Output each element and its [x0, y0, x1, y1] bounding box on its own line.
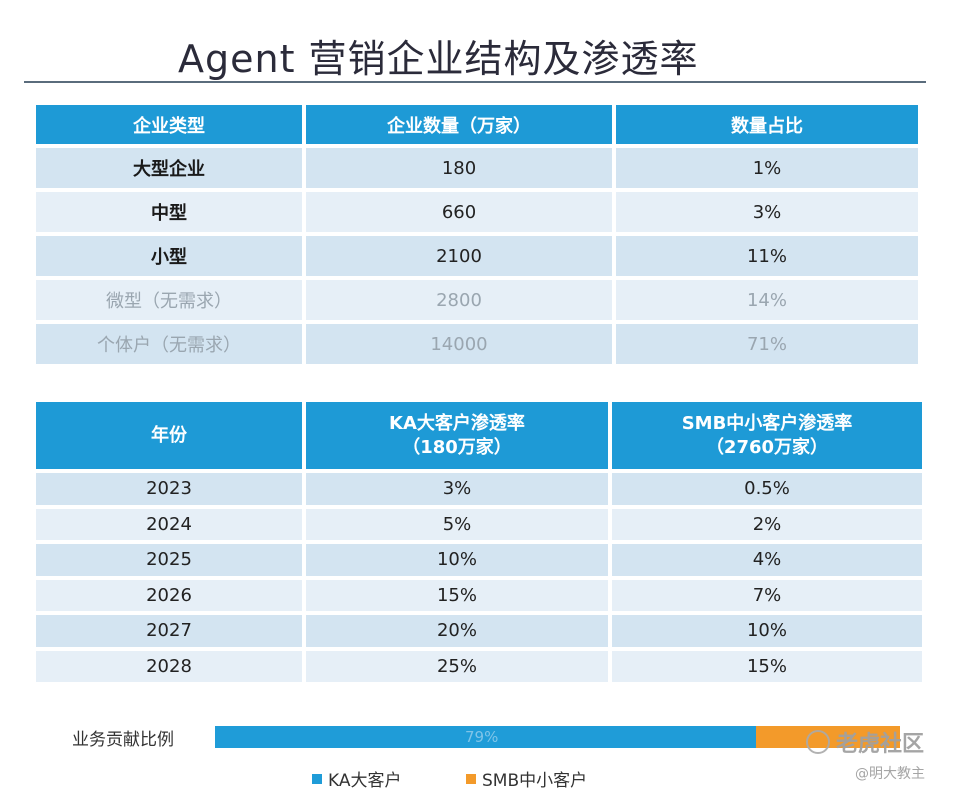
column-header: 数量占比: [616, 105, 918, 144]
year-cell: 2026: [36, 579, 302, 611]
table-row: 小型 2100 11%: [36, 236, 918, 276]
contribution-ka-percent: 79%: [465, 728, 499, 746]
legend-label-ka: KA大客户: [328, 771, 402, 791]
legend-label-smb: SMB中小客户: [482, 771, 588, 791]
smb-rate-cell: 10%: [612, 615, 922, 647]
title-divider: [24, 81, 926, 83]
smb-rate-cell: 7%: [612, 579, 922, 611]
table-row: 2023 3% 0.5%: [36, 473, 922, 505]
smb-rate-cell: 0.5%: [612, 473, 922, 505]
legend-swatch-ka: [312, 773, 322, 784]
year-cell: 2024: [36, 508, 302, 540]
column-header-smb: SMB中小客户渗透率 （2760万家）: [612, 402, 922, 469]
column-header-ka: KA大客户渗透率 （180万家）: [306, 402, 608, 469]
ka-rate-cell: 25%: [306, 650, 608, 682]
header-line: SMB中小客户渗透率: [681, 413, 853, 435]
ka-rate-cell: 20%: [306, 615, 608, 647]
year-cell: 2027: [36, 615, 302, 647]
enterprise-share-cell: 14%: [616, 280, 918, 320]
watermark-logo-text: 老虎社区: [836, 732, 925, 757]
table-row: 大型企业 180 1%: [36, 148, 918, 188]
smb-rate-cell: 4%: [612, 544, 922, 576]
table-row: 个体户（无需求） 14000 71%: [36, 324, 918, 364]
year-cell: 2028: [36, 650, 302, 682]
enterprise-type-cell: 个体户（无需求）: [36, 324, 302, 364]
enterprise-count-cell: 14000: [306, 324, 612, 364]
column-header: 企业数量（万家）: [306, 105, 612, 144]
enterprise-type-cell: 小型: [36, 236, 302, 276]
table-row: 2027 20% 10%: [36, 615, 922, 647]
contribution-label: 业务贡献比例: [72, 730, 174, 750]
enterprise-share-cell: 11%: [616, 236, 918, 276]
legend-swatch-smb: [466, 773, 476, 784]
tiger-logo-icon: [806, 730, 830, 754]
table-row: 微型（无需求） 2800 14%: [36, 280, 918, 320]
legend-item-ka: KA大客户: [312, 766, 401, 791]
column-header: 企业类型: [36, 105, 302, 144]
table-header-row: 企业类型 企业数量（万家） 数量占比: [36, 105, 918, 144]
page-title: Agent 营销企业结构及渗透率: [178, 37, 699, 81]
table-row: 2026 15% 7%: [36, 579, 922, 611]
enterprise-share-cell: 1%: [616, 148, 918, 188]
year-cell: 2025: [36, 544, 302, 576]
penetration-rate-table: 年份 KA大客户渗透率 （180万家） SMB中小客户渗透率 （2760万家） …: [32, 398, 926, 686]
contribution-bar: 79%: [215, 726, 900, 748]
header-line: KA大客户渗透率: [389, 413, 525, 435]
watermark-handle: @明大教主: [855, 766, 925, 782]
table-row: 2025 10% 4%: [36, 544, 922, 576]
contribution-bar-ka-segment: 79%: [215, 726, 757, 748]
ka-rate-cell: 15%: [306, 579, 608, 611]
column-header-year: 年份: [36, 402, 302, 469]
enterprise-type-cell: 微型（无需求）: [36, 280, 302, 320]
watermark-logo: 老虎社区: [806, 726, 924, 758]
smb-rate-cell: 2%: [612, 508, 922, 540]
enterprise-share-cell: 71%: [616, 324, 918, 364]
table-row: 2028 25% 15%: [36, 650, 922, 682]
table-row: 2024 5% 2%: [36, 508, 922, 540]
enterprise-type-cell: 大型企业: [36, 148, 302, 188]
enterprise-count-cell: 180: [306, 148, 612, 188]
enterprise-count-cell: 2800: [306, 280, 612, 320]
header-line: （180万家）: [402, 436, 512, 458]
enterprise-count-cell: 660: [306, 192, 612, 232]
smb-rate-cell: 15%: [612, 650, 922, 682]
ka-rate-cell: 3%: [306, 473, 608, 505]
enterprise-count-cell: 2100: [306, 236, 612, 276]
table-row: 中型 660 3%: [36, 192, 918, 232]
enterprise-structure-table: 企业类型 企业数量（万家） 数量占比 大型企业 180 1% 中型 660 3%…: [32, 101, 922, 368]
year-cell: 2023: [36, 473, 302, 505]
header-line: （2760万家）: [705, 436, 829, 458]
enterprise-type-cell: 中型: [36, 192, 302, 232]
legend-item-smb: SMB中小客户: [466, 766, 587, 791]
enterprise-share-cell: 3%: [616, 192, 918, 232]
ka-rate-cell: 5%: [306, 508, 608, 540]
table-header-row: 年份 KA大客户渗透率 （180万家） SMB中小客户渗透率 （2760万家）: [36, 402, 922, 469]
ka-rate-cell: 10%: [306, 544, 608, 576]
